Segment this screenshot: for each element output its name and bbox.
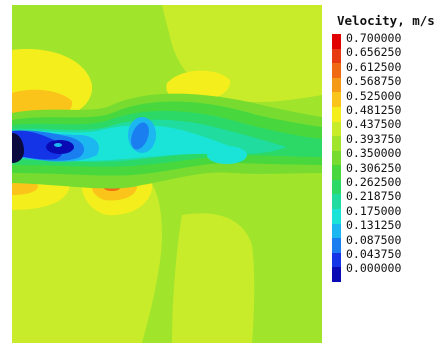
colorbar-label: 0.700000 — [346, 31, 402, 45]
colorbar-label: 0.218750 — [346, 189, 402, 204]
colorbar-label: 0.262500 — [346, 175, 402, 189]
legend-title: Velocity, m/s — [337, 13, 435, 28]
colorbar-label: 0.393750 — [346, 131, 402, 146]
colorbar — [332, 34, 341, 283]
colorbar-swatch — [332, 34, 341, 50]
contour-core-speck — [54, 143, 62, 147]
colorbar-swatch — [332, 92, 341, 108]
colorbar-swatch — [332, 209, 341, 225]
colorbar-label: 0.087500 — [346, 232, 402, 247]
contour-blue-blob-mid — [131, 122, 149, 150]
colorbar-swatch — [332, 194, 341, 210]
colorbar-label: 0.131250 — [346, 218, 402, 233]
colorbar-swatch — [332, 106, 341, 123]
colorbar-swatch — [332, 179, 341, 195]
colorbar-label: 0.350000 — [346, 146, 402, 161]
contour-lower-mid — [172, 213, 255, 343]
colorbar-swatch — [332, 165, 341, 181]
colorbar-label: 0.656250 — [346, 45, 402, 60]
colorbar-label: 0.525000 — [346, 88, 402, 103]
contour-wake-deepblue — [12, 130, 63, 160]
colorbar-swatch — [332, 238, 341, 254]
colorbar-label: 0.175000 — [346, 203, 402, 218]
colorbar-label: 0.568750 — [346, 74, 402, 89]
colorbar-label: 0.000000 — [346, 261, 402, 276]
colorbar-swatch — [332, 267, 341, 283]
colorbar-label: 0.043750 — [346, 247, 402, 261]
colorbar-swatch — [332, 223, 341, 239]
velocity-contour-plot — [12, 5, 322, 343]
contour-core-black — [12, 133, 24, 163]
colorbar-label: 0.481250 — [346, 103, 402, 117]
colorbar-swatch — [332, 150, 341, 166]
colorbar-label: 0.612500 — [346, 59, 402, 74]
contour-core-dark — [46, 140, 74, 154]
colorbar-swatch — [332, 252, 341, 268]
colorbar-swatch — [332, 63, 341, 79]
colorbar-swatch — [332, 77, 341, 93]
colorbar-label: 0.306250 — [346, 160, 402, 175]
contour-cyan-blob-right — [207, 146, 247, 164]
colorbar-label: 0.437500 — [346, 117, 402, 132]
colorbar-swatch — [332, 121, 341, 137]
colorbar-swatch — [332, 136, 341, 152]
colorbar-swatch — [332, 48, 341, 64]
